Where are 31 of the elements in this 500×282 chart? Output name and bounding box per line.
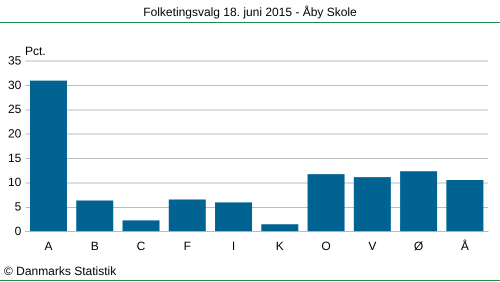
y-tick-label: 30 — [8, 78, 22, 92]
x-tick-label: V — [368, 239, 376, 254]
bar — [215, 202, 252, 232]
x-tick-label: C — [136, 239, 146, 254]
y-tick-label: 10 — [8, 175, 22, 190]
chart-title: Folketingsvalg 18. juni 2015 - Åby Skole — [142, 5, 358, 19]
y-tick-label: 25 — [8, 102, 22, 116]
bar — [30, 80, 67, 232]
x-tick-label: K — [276, 239, 284, 254]
bar — [308, 174, 345, 232]
bar — [400, 171, 438, 232]
y-tick-label: 35 — [8, 54, 22, 68]
bar — [261, 224, 298, 232]
x-tick-label: O — [321, 239, 331, 254]
y-axis-title: Pct. — [25, 44, 46, 58]
bar — [76, 200, 114, 232]
y-tick-label: 20 — [8, 126, 22, 141]
x-tick-label: Ø — [414, 239, 424, 254]
bar — [446, 180, 484, 232]
bar — [122, 220, 160, 232]
y-tick-label: 5 — [14, 200, 22, 214]
x-tick-label: B — [90, 239, 99, 254]
y-tick-label: 15 — [8, 150, 22, 165]
y-tick-label: 0 — [14, 224, 22, 238]
x-tick-label: A — [44, 239, 52, 254]
x-tick-label: Å — [460, 239, 469, 254]
bar — [354, 177, 391, 232]
x-tick-label: F — [184, 239, 191, 254]
text: © Danmarks Statistik — [4, 264, 116, 278]
bar — [168, 199, 206, 232]
x-tick-label: I — [232, 239, 236, 254]
